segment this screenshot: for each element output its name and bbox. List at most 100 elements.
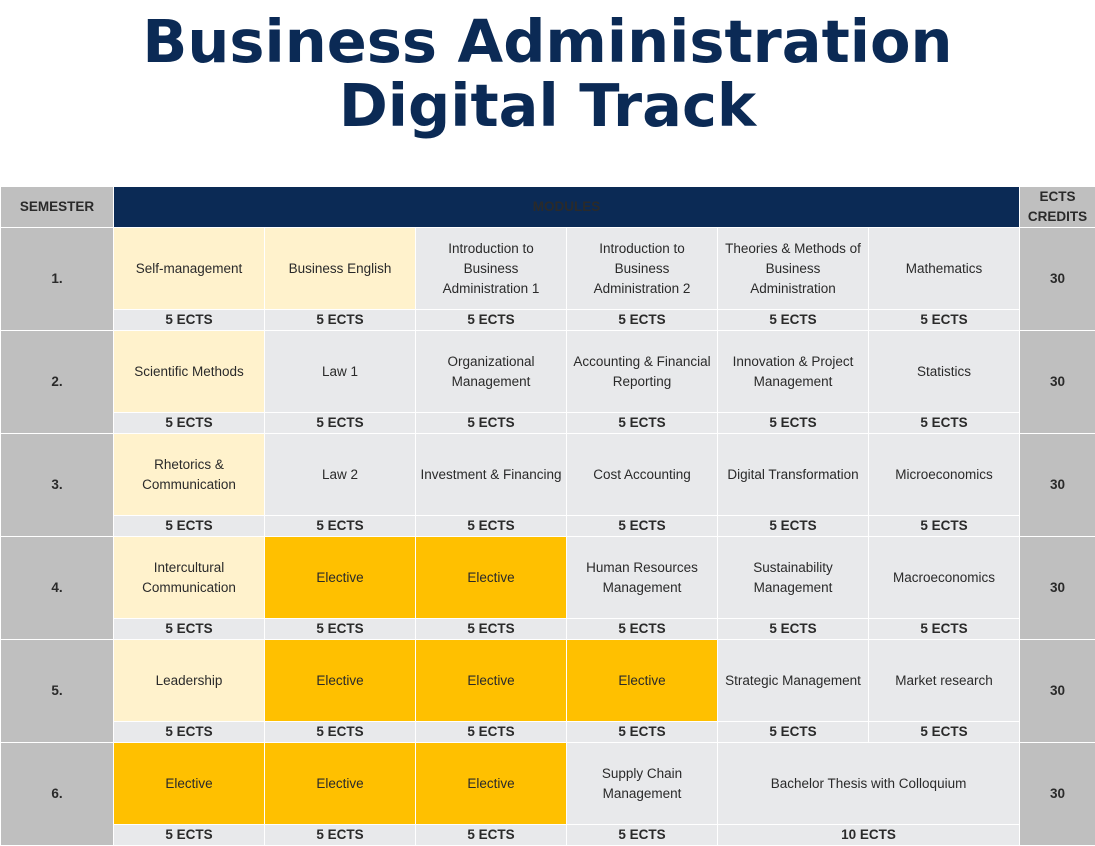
semester-label: 2. xyxy=(1,331,114,434)
module-name: Sustainability Management xyxy=(718,558,868,598)
module-ects: 5 ECTS xyxy=(718,619,869,640)
module-name: Human Resources Management xyxy=(567,558,717,598)
module-cell: Introduction to Business Administration … xyxy=(416,228,567,310)
semester-credits: 30 xyxy=(1020,640,1095,743)
module-ects: 5 ECTS xyxy=(567,413,718,434)
module-ects: 10 ECTS xyxy=(718,825,1020,846)
module-cell: Leadership xyxy=(114,640,265,722)
module-cell: Digital Transformation xyxy=(718,434,869,516)
module-name: Bachelor Thesis with Colloquium xyxy=(718,774,1019,794)
module-ects: 5 ECTS xyxy=(567,825,718,846)
module-ects: 5 ECTS xyxy=(869,619,1020,640)
module-cell: Scientific Methods xyxy=(114,331,265,413)
module-name: Rhetorics & Communication xyxy=(114,455,264,495)
module-name: Business English xyxy=(265,259,415,279)
module-name: Elective xyxy=(265,774,415,794)
module-name: Elective xyxy=(416,774,566,794)
module-name: Leadership xyxy=(114,671,264,691)
module-cell: Theories & Methods of Business Administr… xyxy=(718,228,869,310)
module-ects: 5 ECTS xyxy=(265,310,416,331)
module-name: Scientific Methods xyxy=(114,362,264,382)
module-name: Intercultural Communication xyxy=(114,558,264,598)
module-ects: 5 ECTS xyxy=(718,413,869,434)
module-ects: 5 ECTS xyxy=(567,619,718,640)
module-ects: 5 ECTS xyxy=(265,413,416,434)
module-ects: 5 ECTS xyxy=(567,722,718,743)
semester-credits: 30 xyxy=(1020,331,1095,434)
module-name: Microeconomics xyxy=(869,465,1019,485)
module-ects: 5 ECTS xyxy=(265,619,416,640)
module-ects: 5 ECTS xyxy=(416,619,567,640)
semester-label: 5. xyxy=(1,640,114,743)
module-name: Elective xyxy=(265,671,415,691)
module-ects: 5 ECTS xyxy=(265,516,416,537)
module-ects: 5 ECTS xyxy=(114,413,265,434)
credits-header-line-1: ECTS xyxy=(1020,187,1095,207)
module-ects: 5 ECTS xyxy=(114,516,265,537)
module-cell: Organizational Management xyxy=(416,331,567,413)
module-cell: Sustainability Management xyxy=(718,537,869,619)
module-ects: 5 ECTS xyxy=(416,413,567,434)
module-ects: 5 ECTS xyxy=(567,516,718,537)
module-ects: 5 ECTS xyxy=(416,722,567,743)
module-name: Organizational Management xyxy=(416,352,566,392)
credits-header: ECTS CREDITS xyxy=(1020,187,1095,228)
elective-module-cell: Elective xyxy=(567,640,718,722)
module-ects: 5 ECTS xyxy=(265,722,416,743)
module-ects: 5 ECTS xyxy=(869,310,1020,331)
semester-credits: 30 xyxy=(1020,537,1095,640)
elective-module-cell: Elective xyxy=(265,640,416,722)
module-cell: Innovation & Project Management xyxy=(718,331,869,413)
module-cell: Human Resources Management xyxy=(567,537,718,619)
module-name: Law 1 xyxy=(265,362,415,382)
module-name: Introduction to Business Administration … xyxy=(416,239,566,299)
elective-module-cell: Elective xyxy=(265,743,416,825)
module-name: Elective xyxy=(114,774,264,794)
module-cell: Supply Chain Management xyxy=(567,743,718,825)
credits-header-line-2: CREDITS xyxy=(1020,207,1095,227)
module-name: Elective xyxy=(567,671,717,691)
module-cell: Microeconomics xyxy=(869,434,1020,516)
module-name: Investment & Financing xyxy=(416,465,566,485)
title-line-2: Digital Track xyxy=(0,74,1095,138)
module-ects: 5 ECTS xyxy=(114,722,265,743)
module-name: Introduction to Business Administration … xyxy=(567,239,717,299)
semester-label: 1. xyxy=(1,228,114,331)
title-line-1: Business Administration xyxy=(0,10,1095,74)
module-ects: 5 ECTS xyxy=(869,722,1020,743)
module-name: Cost Accounting xyxy=(567,465,717,485)
module-cell: Intercultural Communication xyxy=(114,537,265,619)
page-title: Business Administration Digital Track xyxy=(0,10,1095,138)
curriculum-table: SEMESTER MODULES ECTS CREDITS 1.Self-man… xyxy=(0,186,1095,846)
semester-credits: 30 xyxy=(1020,743,1095,846)
module-cell: Law 2 xyxy=(265,434,416,516)
module-cell: Introduction to Business Administration … xyxy=(567,228,718,310)
module-name: Mathematics xyxy=(869,259,1019,279)
module-name: Accounting & Financial Reporting xyxy=(567,352,717,392)
module-ects: 5 ECTS xyxy=(416,516,567,537)
module-cell: Mathematics xyxy=(869,228,1020,310)
module-name: Strategic Management xyxy=(718,671,868,691)
module-ects: 5 ECTS xyxy=(718,516,869,537)
elective-module-cell: Elective xyxy=(265,537,416,619)
module-name: Theories & Methods of Business Administr… xyxy=(718,239,868,299)
semester-label: 3. xyxy=(1,434,114,537)
semester-credits: 30 xyxy=(1020,228,1095,331)
module-cell: Investment & Financing xyxy=(416,434,567,516)
module-ects: 5 ECTS xyxy=(718,722,869,743)
semester-label: 6. xyxy=(1,743,114,846)
module-name: Elective xyxy=(265,568,415,588)
module-cell: Statistics xyxy=(869,331,1020,413)
elective-module-cell: Elective xyxy=(416,640,567,722)
module-cell: Macroeconomics xyxy=(869,537,1020,619)
module-cell: Self-management xyxy=(114,228,265,310)
